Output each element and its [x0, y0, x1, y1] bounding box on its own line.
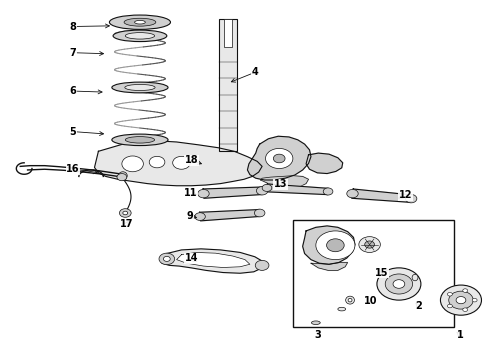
Circle shape: [365, 241, 374, 248]
Polygon shape: [95, 140, 262, 186]
Text: 1: 1: [457, 330, 464, 340]
Text: 15: 15: [375, 267, 389, 278]
Ellipse shape: [312, 321, 320, 324]
Ellipse shape: [345, 296, 354, 304]
Circle shape: [273, 154, 285, 163]
Ellipse shape: [125, 136, 155, 143]
Polygon shape: [203, 187, 263, 198]
Circle shape: [323, 188, 333, 195]
Circle shape: [316, 231, 355, 260]
Ellipse shape: [112, 134, 168, 145]
Circle shape: [120, 209, 131, 217]
Text: 6: 6: [70, 86, 76, 96]
Circle shape: [159, 253, 174, 265]
Circle shape: [456, 297, 466, 304]
Circle shape: [347, 189, 358, 198]
Circle shape: [449, 291, 473, 309]
Circle shape: [122, 156, 144, 172]
Bar: [293, 220, 454, 327]
Text: 17: 17: [120, 219, 133, 229]
Circle shape: [377, 268, 421, 300]
Ellipse shape: [112, 82, 168, 93]
Circle shape: [463, 289, 467, 292]
Text: 12: 12: [398, 190, 412, 200]
Text: 14: 14: [185, 253, 198, 263]
Circle shape: [359, 237, 380, 252]
Text: 9: 9: [187, 211, 194, 221]
Text: 2: 2: [415, 301, 422, 311]
Circle shape: [163, 256, 170, 261]
Text: 8: 8: [70, 22, 76, 32]
Circle shape: [447, 304, 452, 308]
Circle shape: [327, 239, 344, 252]
Polygon shape: [199, 210, 260, 221]
Circle shape: [149, 156, 165, 168]
Circle shape: [405, 194, 417, 203]
Text: 11: 11: [184, 188, 197, 198]
Ellipse shape: [125, 85, 155, 90]
Circle shape: [472, 298, 477, 302]
Circle shape: [447, 292, 452, 296]
Ellipse shape: [338, 307, 345, 311]
Ellipse shape: [135, 21, 146, 24]
Polygon shape: [247, 136, 311, 180]
Ellipse shape: [412, 274, 418, 281]
Ellipse shape: [348, 298, 352, 302]
Ellipse shape: [113, 30, 167, 41]
Circle shape: [262, 184, 272, 192]
Text: 4: 4: [251, 67, 258, 77]
Circle shape: [198, 189, 209, 198]
Text: 10: 10: [364, 296, 377, 306]
Circle shape: [172, 156, 190, 169]
Polygon shape: [352, 189, 412, 202]
Circle shape: [195, 213, 205, 220]
Polygon shape: [303, 226, 355, 264]
Circle shape: [441, 285, 482, 315]
Polygon shape: [261, 176, 309, 188]
Ellipse shape: [124, 18, 156, 26]
Circle shape: [385, 274, 413, 294]
Ellipse shape: [119, 172, 127, 180]
Polygon shape: [306, 153, 343, 174]
Text: 5: 5: [70, 127, 76, 136]
Polygon shape: [161, 249, 265, 273]
Text: 3: 3: [314, 330, 320, 340]
Text: 18: 18: [184, 155, 198, 165]
Polygon shape: [176, 252, 250, 267]
Circle shape: [256, 186, 268, 195]
Text: 16: 16: [66, 164, 80, 174]
FancyBboxPatch shape: [219, 19, 237, 151]
Ellipse shape: [109, 15, 171, 30]
Circle shape: [463, 308, 467, 311]
Text: 13: 13: [274, 179, 288, 189]
Circle shape: [123, 211, 128, 215]
Polygon shape: [267, 184, 328, 195]
Circle shape: [255, 260, 269, 270]
Circle shape: [393, 280, 405, 288]
Bar: [224, 19, 232, 47]
Circle shape: [117, 174, 127, 181]
Ellipse shape: [125, 33, 155, 39]
Polygon shape: [311, 262, 347, 270]
Text: 7: 7: [70, 48, 76, 58]
Circle shape: [254, 209, 265, 217]
Circle shape: [266, 148, 293, 168]
